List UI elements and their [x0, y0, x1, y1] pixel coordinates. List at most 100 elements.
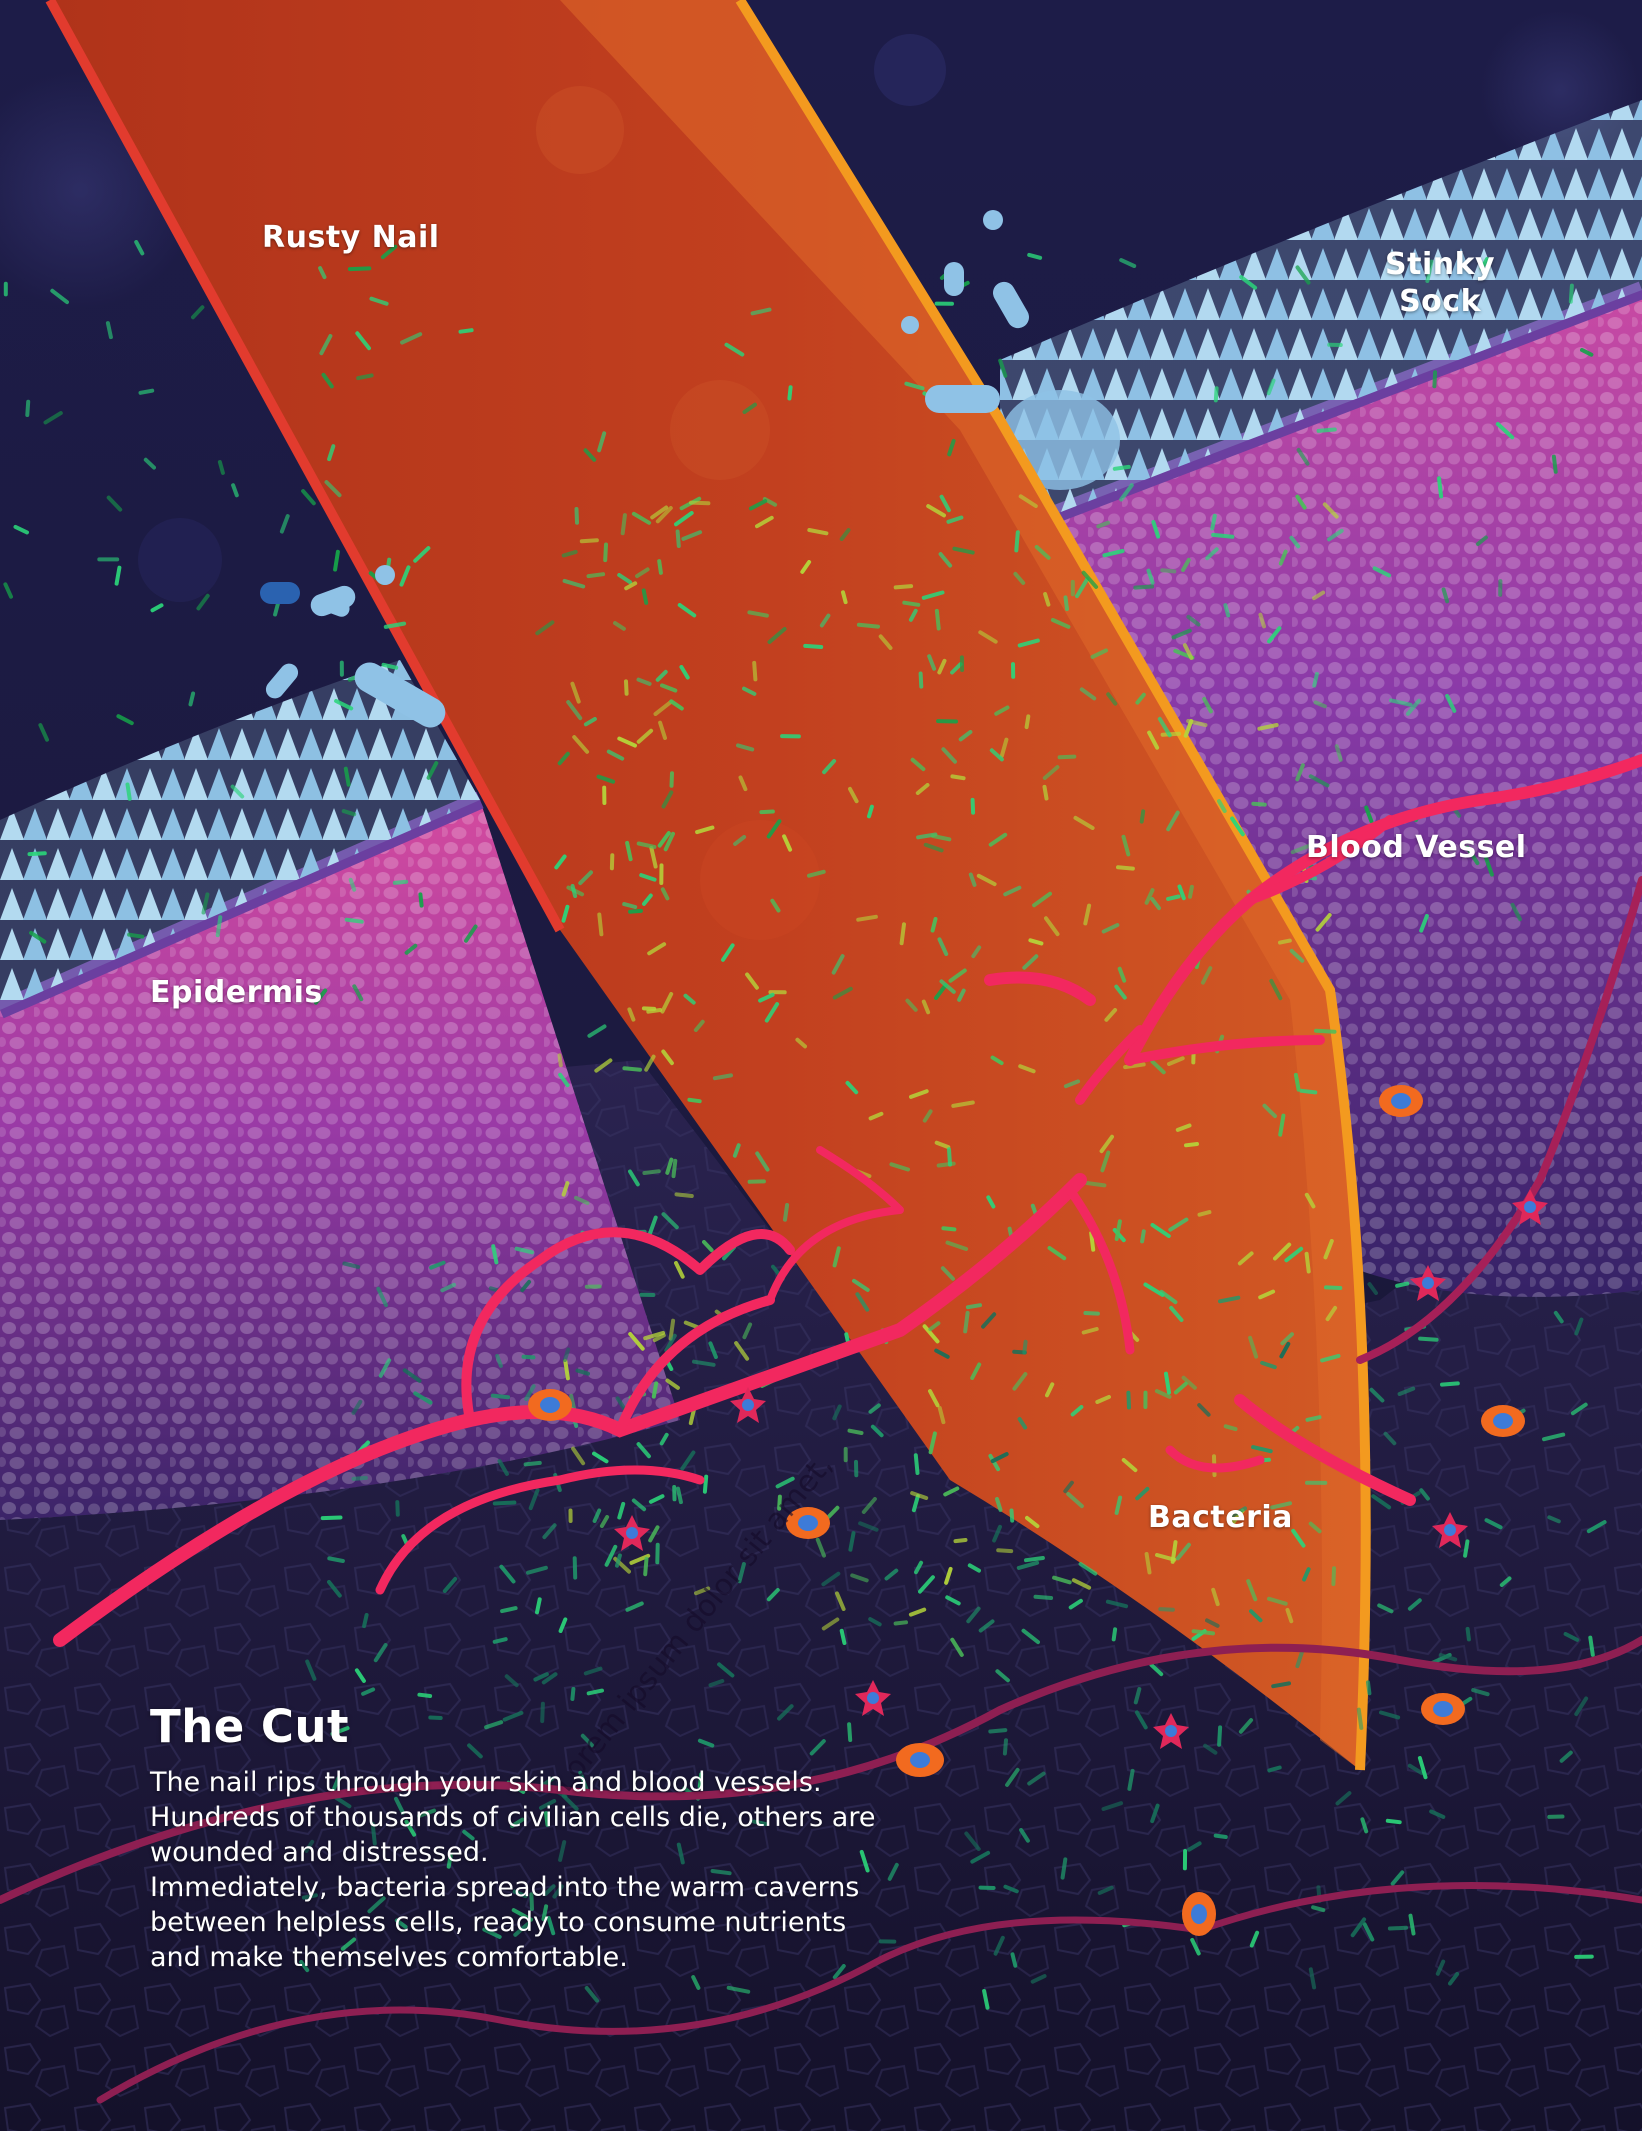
bacterium [721, 943, 735, 962]
bacterium [321, 372, 334, 389]
bacterium [832, 1246, 841, 1268]
bacterium [563, 1359, 570, 1381]
bacterium [1335, 1791, 1352, 1806]
bacterium [1273, 1242, 1292, 1261]
bacterium [1574, 1696, 1589, 1717]
bacterium [1075, 577, 1090, 599]
bacterium [334, 1795, 352, 1809]
bacterium [1435, 1959, 1446, 1976]
caption-line: between helpless cells, ready to consume… [150, 1907, 847, 1938]
bacterium [1184, 1142, 1199, 1148]
bacterium [597, 431, 607, 453]
bacterium [1149, 1662, 1164, 1677]
bacterium [594, 1058, 613, 1073]
bacterium [13, 524, 29, 535]
bacterium [546, 1916, 556, 1936]
bacterium [1028, 938, 1044, 946]
bacterium [847, 1428, 864, 1435]
bacterium [1030, 1974, 1047, 1984]
bacterium [867, 804, 874, 819]
bacterium [947, 1147, 952, 1167]
bacterium [767, 627, 787, 644]
bacterium [1019, 1828, 1030, 1843]
bacterium [742, 402, 757, 414]
bacterium [1121, 1458, 1138, 1473]
bacterium [1068, 1598, 1083, 1610]
bacterium [1003, 1884, 1019, 1894]
bacterium [1441, 587, 1450, 604]
bacterium [1395, 1281, 1410, 1288]
bacterium [599, 1515, 610, 1528]
bacterium [734, 1341, 750, 1361]
bacterium [1360, 1817, 1369, 1834]
bacterium [1024, 1556, 1045, 1563]
bacterium [970, 1850, 991, 1864]
bacterium [1101, 923, 1120, 934]
bacterium [340, 1937, 357, 1951]
bacterium [29, 930, 47, 944]
bacterium [529, 1892, 534, 1911]
bacterium [1238, 1718, 1254, 1734]
bacterium [1289, 535, 1301, 549]
bacterium [557, 751, 570, 766]
bacterium [697, 1738, 715, 1748]
bacterium [687, 1097, 702, 1104]
bacterium [1418, 1336, 1439, 1342]
bacterium [617, 1501, 626, 1520]
bacterium [660, 887, 670, 901]
bacterium [381, 662, 399, 670]
bacterium [1323, 1239, 1334, 1260]
bacterium [675, 529, 681, 548]
bacterium [1182, 643, 1194, 660]
bacterium [826, 1505, 840, 1519]
bacterium [1151, 520, 1161, 539]
bacterium [941, 1226, 957, 1232]
bacterium [664, 1333, 677, 1353]
bacterium [628, 908, 643, 914]
bacterium [999, 737, 1009, 758]
bacterium [674, 1192, 694, 1198]
bacterium [1155, 1553, 1177, 1562]
bacterium [1009, 1508, 1015, 1523]
bacterium [750, 307, 772, 316]
bacterium [1018, 1064, 1036, 1074]
bacterium [628, 1169, 640, 1187]
bacterium [520, 1279, 532, 1293]
bacterium [928, 1389, 940, 1408]
bacterium [1042, 784, 1049, 801]
bacterium [327, 1580, 342, 1598]
bacterium [738, 775, 748, 792]
bacterium [887, 1862, 899, 1881]
bacterium [613, 621, 626, 631]
bacterium [383, 621, 407, 629]
bacterium [679, 665, 690, 680]
bacterium [783, 1203, 790, 1222]
bacterium [748, 499, 768, 511]
bacterium [1327, 528, 1344, 542]
bacterium [504, 1674, 519, 1688]
bacterium [800, 560, 812, 574]
bacterium [418, 892, 424, 908]
bacterium [1099, 1134, 1114, 1154]
bacterium [958, 730, 973, 742]
bacterium [676, 1842, 685, 1865]
bacterium [417, 1692, 433, 1698]
bacterium [1389, 698, 1413, 707]
bacterium [1167, 1056, 1185, 1066]
bacterium [404, 943, 418, 955]
bacterium [1190, 1937, 1201, 1956]
bacterium [373, 1643, 388, 1663]
bacterium [644, 1054, 656, 1072]
bacterium [1271, 1681, 1291, 1689]
bacterium [661, 1212, 679, 1230]
bacterium [367, 1896, 386, 1914]
bacterium [926, 504, 946, 518]
bacterium [647, 942, 667, 956]
bacterium [944, 1566, 953, 1585]
bacterium [583, 717, 597, 727]
bacterium [1201, 966, 1213, 985]
bacterium [1299, 1088, 1318, 1095]
bacterium [938, 552, 953, 568]
bacterium [1316, 427, 1337, 433]
